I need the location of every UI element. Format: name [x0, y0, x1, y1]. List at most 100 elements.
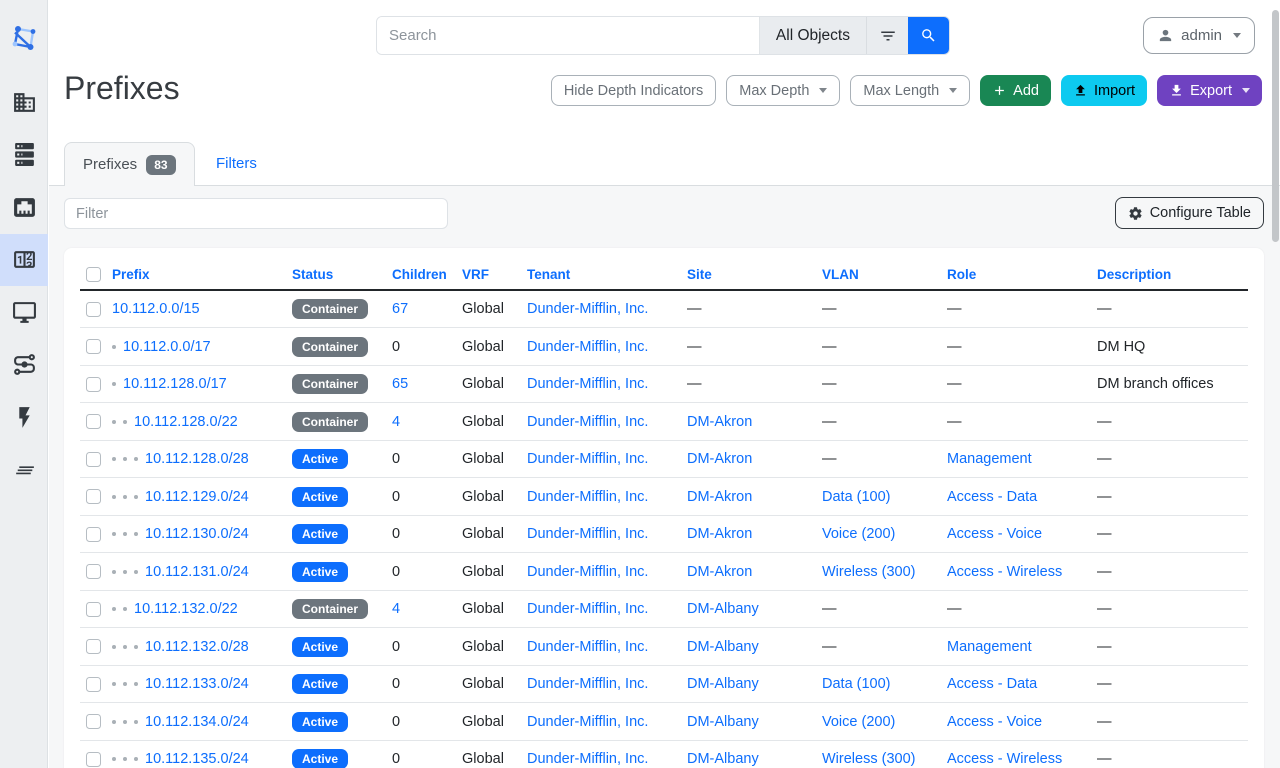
row-checkbox[interactable] [86, 564, 101, 580]
row-checkbox[interactable] [86, 639, 101, 655]
sidebar-item-devices[interactable] [0, 129, 48, 182]
sidebar-item-virtualization[interactable] [0, 286, 48, 339]
tenant-link[interactable]: Dunder-Mifflin, Inc. [527, 638, 649, 655]
tenant-link[interactable]: Dunder-Mifflin, Inc. [527, 526, 649, 543]
role-link[interactable]: Access - Wireless [947, 563, 1063, 580]
vlan-link[interactable]: Data (100) [822, 488, 891, 505]
prefix-link[interactable]: 10.112.128.0/22 [134, 413, 238, 430]
global-search-input[interactable] [377, 17, 759, 54]
tenant-link[interactable]: Dunder-Mifflin, Inc. [527, 488, 649, 505]
vlan-link[interactable]: Voice (200) [822, 713, 896, 730]
column-header-status[interactable]: Status [292, 266, 334, 282]
sidebar-item-ipam[interactable] [0, 233, 48, 286]
add-button[interactable]: Add [980, 75, 1051, 106]
role-link[interactable]: Access - Voice [947, 713, 1043, 730]
search-scope-button[interactable]: All Objects [758, 17, 866, 54]
row-checkbox[interactable] [86, 339, 101, 355]
netbox-logo[interactable] [0, 0, 48, 76]
tenant-link[interactable]: Dunder-Mifflin, Inc. [527, 413, 649, 430]
sidebar-item-operations[interactable] [0, 444, 48, 497]
role-link[interactable]: Management [947, 451, 1032, 468]
row-checkbox[interactable] [86, 526, 101, 542]
tenant-link[interactable]: Dunder-Mifflin, Inc. [527, 301, 649, 318]
row-checkbox[interactable] [86, 414, 101, 430]
prefix-link[interactable]: 10.112.130.0/24 [145, 526, 249, 543]
hide-depth-button[interactable]: Hide Depth Indicators [550, 75, 717, 106]
row-checkbox[interactable] [86, 451, 101, 467]
prefix-link[interactable]: 10.112.133.0/24 [145, 676, 249, 693]
vlan-link[interactable]: Wireless (300) [822, 563, 916, 580]
site-link[interactable]: DM-Albany [687, 638, 759, 655]
column-header-prefix[interactable]: Prefix [112, 266, 150, 282]
prefix-link[interactable]: 10.112.131.0/24 [145, 563, 249, 580]
column-header-vlan[interactable]: VLAN [822, 266, 859, 282]
search-submit-button[interactable] [908, 17, 949, 54]
sidebar-item-connections[interactable] [0, 181, 48, 234]
tenant-link[interactable]: Dunder-Mifflin, Inc. [527, 601, 649, 618]
column-header-tenant[interactable]: Tenant [527, 266, 571, 282]
site-link[interactable]: DM-Akron [687, 526, 753, 543]
role-link[interactable]: Management [947, 638, 1032, 655]
row-checkbox[interactable] [86, 714, 101, 730]
role-link[interactable]: Access - Wireless [947, 751, 1063, 768]
site-link[interactable]: DM-Akron [687, 488, 753, 505]
import-button[interactable]: Import [1060, 75, 1148, 106]
user-menu-button[interactable]: admin [1143, 17, 1255, 54]
column-header-description[interactable]: Description [1097, 266, 1172, 282]
site-link[interactable]: DM-Albany [687, 751, 759, 768]
tenant-link[interactable]: Dunder-Mifflin, Inc. [527, 751, 649, 768]
tab-filters[interactable]: Filters [198, 142, 275, 185]
site-link[interactable]: DM-Albany [687, 676, 759, 693]
site-link[interactable]: DM-Akron [687, 451, 753, 468]
tenant-link[interactable]: Dunder-Mifflin, Inc. [527, 563, 649, 580]
row-checkbox[interactable] [86, 751, 101, 767]
prefix-link[interactable]: 10.112.132.0/28 [145, 638, 249, 655]
children-link[interactable]: 67 [392, 301, 409, 318]
children-link[interactable]: 4 [392, 601, 401, 618]
tenant-link[interactable]: Dunder-Mifflin, Inc. [527, 713, 649, 730]
tenant-link[interactable]: Dunder-Mifflin, Inc. [527, 338, 649, 355]
column-header-site[interactable]: Site [687, 266, 712, 282]
tenant-link[interactable]: Dunder-Mifflin, Inc. [527, 376, 649, 393]
row-checkbox[interactable] [86, 301, 101, 317]
site-link[interactable]: DM-Albany [687, 601, 759, 618]
scrollbar-thumb[interactable] [1272, 10, 1279, 242]
row-checkbox[interactable] [86, 489, 101, 505]
prefix-link[interactable]: 10.112.0.0/17 [123, 338, 211, 355]
role-link[interactable]: Access - Voice [947, 526, 1043, 543]
sidebar-item-power[interactable] [0, 391, 48, 444]
children-link[interactable]: 65 [392, 376, 409, 393]
vlan-link[interactable]: Data (100) [822, 676, 891, 693]
search-filter-button[interactable] [866, 17, 908, 54]
max-length-dropdown[interactable]: Max Length [850, 75, 971, 106]
tab-prefixes[interactable]: Prefixes 83 [64, 142, 195, 186]
row-checkbox[interactable] [86, 601, 101, 617]
prefix-link[interactable]: 10.112.132.0/22 [134, 601, 238, 618]
site-link[interactable]: DM-Akron [687, 413, 753, 430]
sidebar-item-circuits[interactable] [0, 339, 48, 392]
site-link[interactable]: DM-Akron [687, 563, 753, 580]
prefix-link[interactable]: 10.112.129.0/24 [145, 488, 249, 505]
row-checkbox[interactable] [86, 676, 101, 692]
vlan-link[interactable]: Voice (200) [822, 526, 896, 543]
configure-table-button[interactable]: Configure Table [1114, 197, 1264, 229]
role-link[interactable]: Access - Data [947, 488, 1038, 505]
children-link[interactable]: 4 [392, 413, 401, 430]
prefix-link[interactable]: 10.112.0.0/15 [112, 301, 200, 318]
select-all-checkbox[interactable] [86, 266, 101, 282]
sidebar-item-organization[interactable] [0, 76, 48, 129]
site-link[interactable]: DM-Albany [687, 713, 759, 730]
tenant-link[interactable]: Dunder-Mifflin, Inc. [527, 676, 649, 693]
prefix-link[interactable]: 10.112.134.0/24 [145, 713, 249, 730]
prefix-link[interactable]: 10.112.135.0/24 [145, 751, 249, 768]
row-checkbox[interactable] [86, 376, 101, 392]
vlan-link[interactable]: Wireless (300) [822, 751, 916, 768]
prefix-link[interactable]: 10.112.128.0/28 [145, 451, 249, 468]
export-dropdown[interactable]: Export [1157, 75, 1262, 106]
column-header-role[interactable]: Role [947, 266, 977, 282]
column-header-children[interactable]: Children [392, 266, 447, 282]
table-filter-input[interactable] [64, 198, 448, 229]
column-header-vrf[interactable]: VRF [462, 266, 489, 282]
prefix-link[interactable]: 10.112.128.0/17 [123, 376, 227, 393]
role-link[interactable]: Access - Data [947, 676, 1038, 693]
